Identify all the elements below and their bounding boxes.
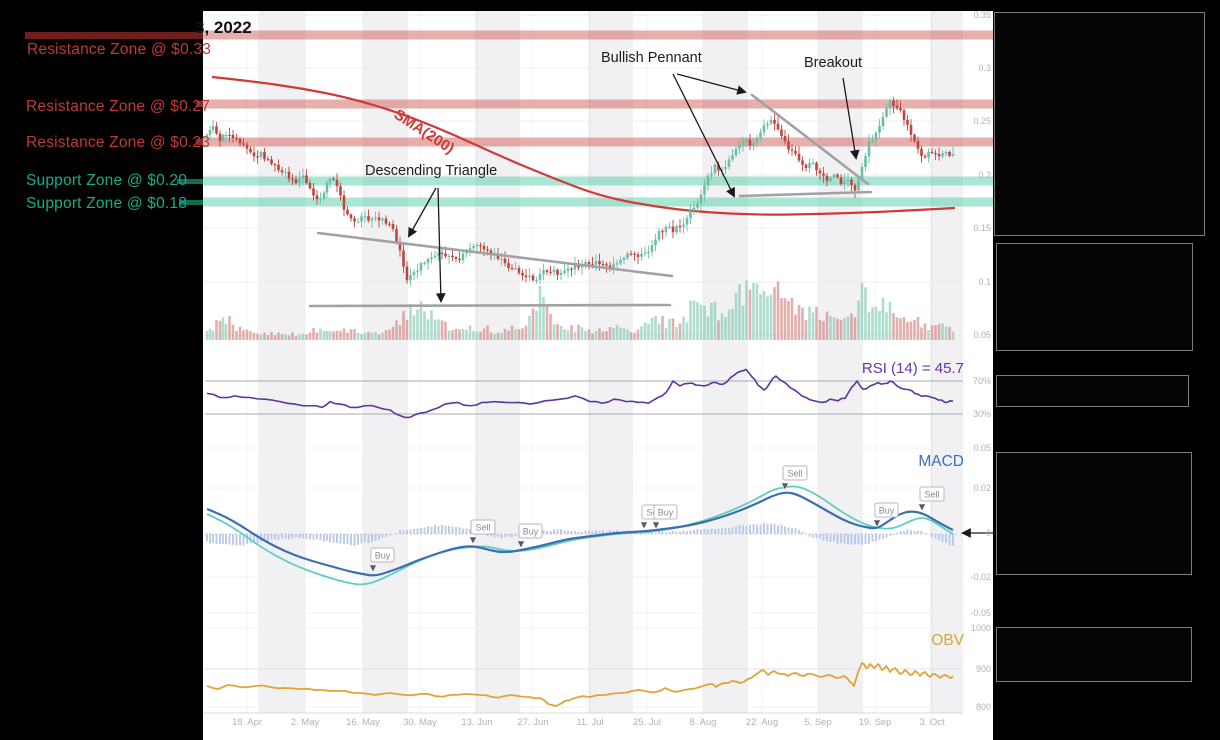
svg-text:11. Jul: 11. Jul: [576, 717, 603, 728]
svg-text:Sell: Sell: [924, 490, 939, 500]
svg-text:Sell: Sell: [475, 523, 490, 533]
redacted-box-5: [996, 627, 1192, 682]
support-zone-018-label: Support Zone @ $0.18: [26, 195, 188, 212]
sma-line: [211, 75, 956, 216]
annotation-bullish-pennant: Bullish Pennant: [601, 50, 702, 66]
redacted-box-3: [996, 375, 1189, 407]
svg-text:27. Jun: 27. Jun: [517, 717, 548, 728]
svg-text:5. Sep: 5. Sep: [804, 717, 831, 728]
svg-text:25. Jul: 25. Jul: [633, 717, 661, 728]
svg-text:8. Aug: 8. Aug: [690, 717, 717, 728]
svg-text:0.15: 0.15: [973, 223, 991, 233]
chart-title-fragment: 3, 2022: [195, 18, 252, 37]
annotation-arrows: [408, 73, 993, 538]
redacted-box-2: [996, 243, 1193, 351]
signal-sell: Sell: [918, 486, 945, 512]
svg-text:70%: 70%: [973, 376, 991, 386]
svg-text:Buy: Buy: [658, 508, 674, 518]
rsi-label: RSI (14) = 45.7: [861, 360, 964, 377]
date-axis-labels: 18. Apr 2. May 16. May 30. May 13. Jun 27. Ju…: [232, 717, 945, 728]
candlestick-series: [205, 97, 955, 286]
plot-content: [205, 75, 956, 707]
signal-buy: Buy: [873, 502, 899, 528]
macd-label: MACD: [918, 453, 964, 470]
svg-text:0: 0: [986, 528, 991, 538]
svg-text:22. Aug: 22. Aug: [746, 717, 778, 728]
svg-text:Sell: Sell: [787, 469, 802, 479]
svg-text:13. Jun: 13. Jun: [461, 717, 492, 728]
signal-sell: Sell: [781, 465, 808, 491]
rsi-line: [206, 368, 954, 419]
annotation-descending-triangle: Descending Triangle: [365, 163, 498, 179]
macd-line: [206, 491, 954, 577]
svg-text:2. May: 2. May: [291, 717, 320, 728]
svg-text:Buy: Buy: [523, 527, 539, 537]
svg-text:Buy: Buy: [879, 506, 895, 516]
svg-text:0.1: 0.1: [978, 277, 991, 287]
svg-text:30%: 30%: [973, 409, 991, 419]
svg-text:900: 900: [976, 664, 991, 674]
background-bands: [258, 11, 963, 713]
svg-text:0.05: 0.05: [973, 330, 991, 340]
svg-text:0.05: 0.05: [973, 443, 991, 453]
signal-buy: Buy: [517, 523, 543, 549]
svg-text:0.2: 0.2: [978, 170, 991, 180]
svg-text:-0.02: -0.02: [970, 572, 991, 582]
obv-label: OBV: [931, 632, 964, 649]
svg-text:0.3: 0.3: [978, 63, 991, 73]
svg-text:30. May: 30. May: [403, 717, 437, 728]
svg-text:19. Sep: 19. Sep: [859, 717, 892, 728]
svg-text:18. Apr: 18. Apr: [232, 717, 262, 728]
zone-bands: [25, 30, 993, 207]
signal-markers: BuySellBuySellBuySellBuySell: [369, 465, 945, 573]
signal-buy: Buy: [369, 547, 395, 573]
svg-text:Buy: Buy: [375, 551, 391, 561]
annotation-breakout: Breakout: [804, 55, 863, 71]
support-zone-020-label: Support Zone @ $0.20: [26, 172, 188, 189]
svg-text:3. Oct: 3. Oct: [919, 717, 945, 728]
obv-line: [206, 662, 954, 707]
resistance-zone-023-label: Resistance Zone @ $0.23: [26, 134, 211, 151]
signal-buy: Buy: [652, 504, 678, 530]
signal-sell: Sell: [469, 519, 496, 545]
resistance-zone-033-label: Resistance Zone @ $0.33: [27, 41, 212, 58]
volume-series: [205, 280, 955, 340]
svg-text:0.02: 0.02: [973, 483, 991, 493]
svg-text:800: 800: [976, 702, 991, 712]
svg-text:1000: 1000: [971, 623, 991, 633]
svg-text:0.35: 0.35: [973, 10, 991, 20]
value-axis-labels: 0.35 0.3 0.25 0.2 0.15 0.1 0.05 70% 30% 0.05 0.02 0…: [970, 10, 991, 712]
svg-text:-0.05: -0.05: [970, 608, 991, 618]
resistance-zone-027-label: Resistance Zone @ $0.27: [26, 98, 211, 115]
svg-text:16. May: 16. May: [346, 717, 380, 728]
trendlines: [308, 93, 873, 308]
redacted-box-4: [996, 452, 1192, 575]
svg-text:0.25: 0.25: [973, 116, 991, 126]
redacted-box-1: [994, 12, 1205, 236]
macd-histogram: [206, 522, 954, 546]
